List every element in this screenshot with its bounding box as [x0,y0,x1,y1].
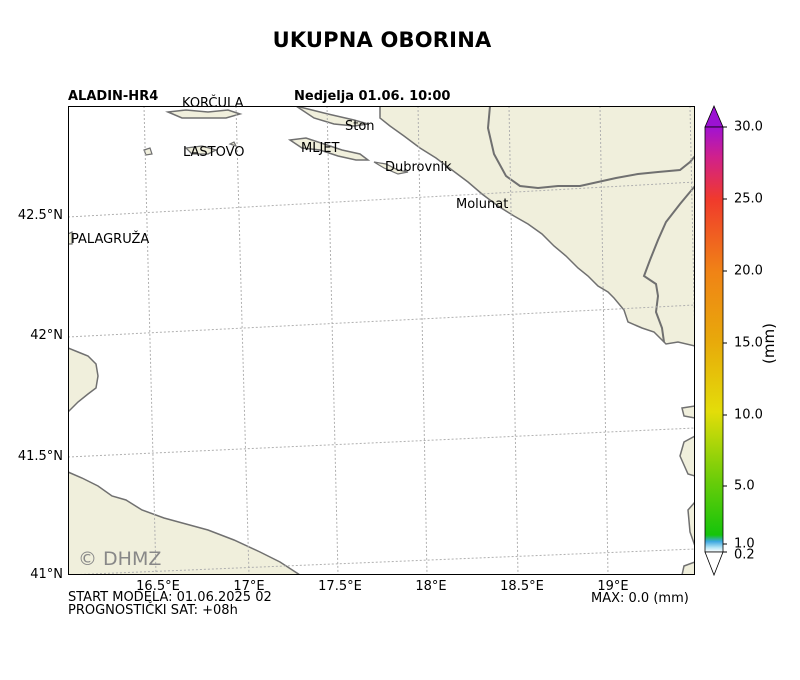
land-albania-1 [681,405,695,419]
valid-time: Nedjelja 01.06. 10:00 [294,89,451,104]
model-start: START MODELA: 01.06.2025 02 [68,590,272,605]
forecast-hour: PROGNOSTIČKI SAT: +08h [68,603,238,618]
colorbar-body [704,126,724,553]
place-palagruza: PALAGRUŽA [71,232,150,247]
islets-elafiti [373,161,409,175]
colorbar-tick-25: 25.0 [734,191,763,207]
land-albania-2 [679,435,695,477]
colorbar-bottom-arrow [704,551,724,577]
land-peljesac [295,106,369,127]
colorbar-tick-10: 10.0 [734,407,763,423]
colorbar-tick-15: 15.0 [734,335,763,351]
lon-label-19: 19°E [597,579,629,594]
border-line [486,106,695,190]
colorbar-top-arrow [704,104,724,128]
model-name: ALADIN-HR4 [68,89,159,104]
island-mljet [287,137,371,161]
colorbar-tick-1: 1.0 [734,536,755,552]
lat-label-42: 42°N [30,328,63,343]
islet-small [143,147,153,156]
land-balkans [379,106,695,347]
land-albania-4 [681,561,695,575]
lon-label-18-5: 18.5°E [500,579,544,594]
colorbar-unit: (mm) [760,323,778,364]
colorbar-tick-0-2: 0.2 [734,547,755,563]
lat-label-42-5: 42.5°N [17,208,63,223]
place-molunat: Molunat [456,197,509,212]
land-albania-3 [687,500,695,547]
island-lastovo [184,145,218,155]
island-korcula [165,109,243,119]
land-gargano [68,347,99,414]
place-korcula: KORČULA [182,96,244,111]
graticule [68,106,695,575]
lat-label-41-5: 41.5°N [17,449,63,464]
map-panel[interactable] [68,106,695,575]
border-line-south [642,185,695,343]
max-value: MAX: 0.0 (mm) [591,591,689,606]
colorbar-tick-5: 5.0 [734,478,755,494]
colorbar [704,104,727,577]
lon-label-17: 17°E [233,579,265,594]
place-dubrovnik: Dubrovnik [385,160,452,175]
place-mljet: MLJET [301,141,340,156]
lat-label-41: 41°N [30,567,63,582]
land-puglia [68,471,302,575]
lon-label-16-5: 16.5°E [136,579,180,594]
colorbar-tick-30: 30.0 [734,119,763,135]
map-title: UKUPNA OBORINA [272,28,492,52]
lon-label-17-5: 17.5°E [318,579,362,594]
copyright-watermark: © DHMZ [78,548,162,570]
colorbar-tick-20: 20.0 [734,263,763,279]
place-ston: Ston [345,119,375,134]
lon-label-18: 18°E [415,579,447,594]
place-lastovo: LASTOVO [183,145,245,160]
islet-small-2 [228,141,238,148]
